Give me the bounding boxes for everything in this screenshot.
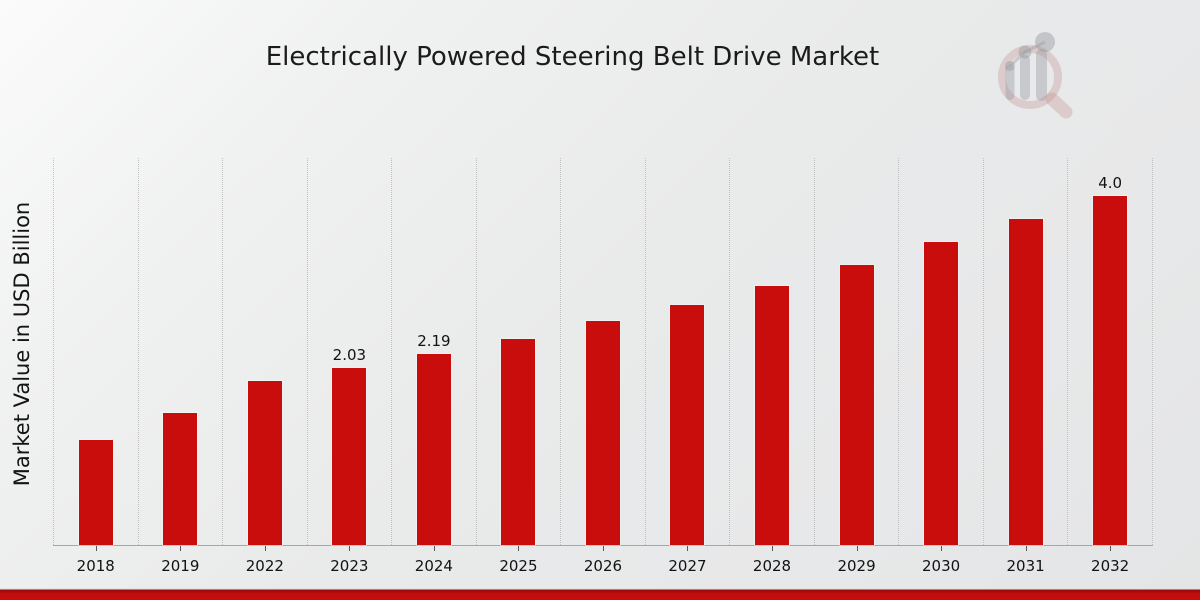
x-axis-tick — [856, 546, 858, 551]
x-axis-label-2018: 2018 — [76, 557, 115, 575]
data-label-2024: 2.19 — [417, 331, 451, 350]
chart-column-2022: 2022 — [222, 158, 307, 575]
bar-2025 — [501, 338, 536, 545]
x-axis-tick — [518, 546, 520, 551]
plot-area: 2018 2019 2022 2.03 2023 2.19 2024 2025 2026 2027… — [53, 158, 1153, 575]
x-axis-tick — [95, 546, 97, 551]
chart-column-2031: 2031 — [982, 158, 1068, 575]
x-axis-label-2024: 2024 — [414, 557, 453, 575]
x-axis-label-2027: 2027 — [668, 557, 707, 575]
chart-column-2023: 2.03 2023 — [306, 158, 392, 575]
bar-2030 — [924, 241, 959, 545]
bar-2026 — [585, 321, 620, 545]
x-axis-label-2022: 2022 — [245, 557, 284, 575]
bar-2027 — [670, 304, 705, 545]
x-axis-tick — [941, 546, 943, 551]
chart-column-2025: 2025 — [475, 158, 561, 575]
x-axis-label-2028: 2028 — [752, 557, 792, 575]
chart-column-2026: 2026 — [560, 158, 645, 575]
x-axis-label-2031: 2031 — [1006, 557, 1045, 575]
bar-2019 — [163, 413, 198, 545]
magnifier-bar-chart-logo-icon — [998, 32, 1073, 119]
chart-title: Electrically Powered Steering Belt Drive… — [265, 42, 880, 72]
x-axis-tick — [180, 546, 182, 551]
data-label-2032: 4.0 — [1098, 173, 1123, 192]
bar-2031 — [1008, 219, 1043, 545]
x-axis-tick — [687, 546, 689, 551]
bar-2024 — [416, 353, 451, 545]
chart-column-2019: 2019 — [137, 158, 223, 575]
bar-2023 — [332, 367, 367, 545]
x-axis-label-2019: 2019 — [161, 557, 200, 575]
x-axis-label-2026: 2026 — [583, 557, 623, 575]
x-axis-tick — [433, 546, 435, 551]
x-axis-label-2029: 2029 — [837, 557, 876, 575]
x-axis-tick — [349, 546, 351, 551]
x-axis-label-2032: 2032 — [1091, 557, 1130, 575]
x-axis-tick — [602, 546, 604, 551]
x-axis-label-2030: 2030 — [921, 557, 961, 575]
x-axis-label-2025: 2025 — [499, 557, 538, 575]
bottom-red-banner — [0, 588, 1200, 600]
x-axis-tick — [1025, 546, 1027, 551]
x-axis-tick — [264, 546, 266, 551]
chart-column-2029: 2029 — [813, 158, 899, 575]
y-axis-label: Market Value in USD Billion — [10, 201, 34, 487]
x-axis-tick — [1110, 546, 1112, 551]
chart-column-2018: 2018 — [53, 158, 138, 575]
bar-2018 — [78, 440, 113, 545]
chart-column-2028: 2028 — [729, 158, 814, 575]
chart-column-2032: 4.0 2032 — [1067, 158, 1153, 575]
bar-2032 — [1093, 195, 1128, 545]
chart-column-2030: 2030 — [898, 158, 983, 575]
chart-column-2024: 2.19 2024 — [391, 158, 476, 575]
bar-2029 — [839, 264, 874, 545]
x-axis-tick — [772, 546, 774, 551]
chart-column-2027: 2027 — [644, 158, 730, 575]
bar-2028 — [755, 286, 790, 545]
x-axis-label-2023: 2023 — [330, 557, 369, 575]
data-label-2023: 2.03 — [332, 345, 367, 364]
bar-2022 — [247, 380, 282, 545]
